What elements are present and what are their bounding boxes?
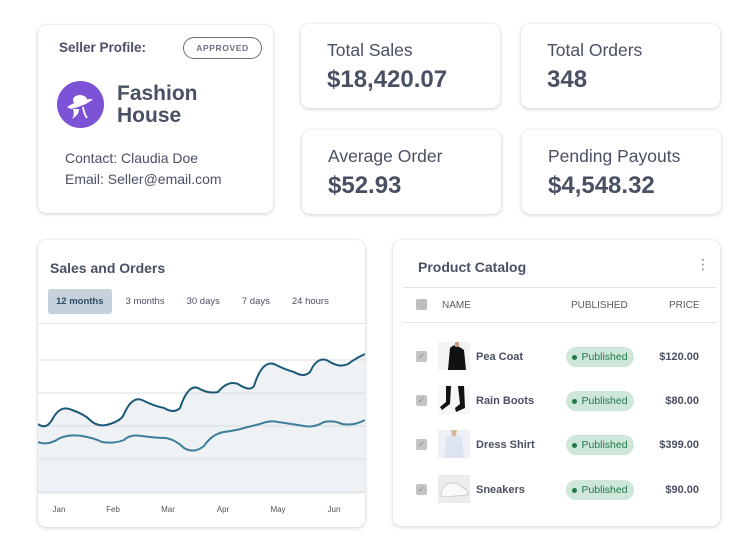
tab-3-months[interactable]: 3 months (125, 296, 165, 307)
chart-title: Sales and Orders (50, 260, 166, 276)
table-row[interactable]: ✓ Rain Boots Published $80.00 (393, 384, 720, 420)
line-chart-plot (38, 353, 365, 494)
stat-card-total-sales: Total Sales $18,420.07 (301, 24, 500, 108)
table-row[interactable]: ✓ Pea Coat Published $120.00 (393, 340, 720, 376)
row-checkbox[interactable]: ✓ (416, 484, 427, 495)
seller-logo-avatar (57, 81, 104, 128)
row-checkbox[interactable]: ✓ (416, 439, 427, 450)
status-badge: Published (566, 480, 634, 500)
orders-line (38, 419, 365, 452)
stat-card-total-orders: Total Orders 348 (521, 24, 720, 108)
seller-shop-name: Fashion House (117, 82, 198, 127)
stat-card-average-order: Average Order $52.93 (302, 130, 501, 214)
chart-divider (38, 323, 365, 324)
select-all-checkbox[interactable] (416, 299, 427, 310)
seller-contact-info: Contact: Claudia Doe Email: Seller@email… (65, 148, 222, 190)
table-row[interactable]: ✓ Sneakers Published $90.00 (393, 473, 720, 509)
status-badge: Published (566, 347, 634, 367)
catalog-title: Product Catalog (418, 259, 527, 275)
column-header-published[interactable]: PUBLISHED (571, 300, 628, 311)
column-header-price[interactable]: PRICE (669, 300, 700, 311)
sales-orders-chart-card: Sales and Orders 12 months 3 months 30 d… (38, 240, 365, 527)
seller-email: Email: Seller@email.com (65, 171, 222, 187)
time-range-tabs: 12 months 3 months 30 days 7 days 24 hou… (48, 289, 343, 314)
status-badge: Published (566, 435, 634, 455)
kebab-menu-icon[interactable]: ⋮ (696, 256, 710, 272)
wide-brim-hat-woman-icon (67, 95, 93, 119)
row-checkbox[interactable]: ✓ (416, 351, 427, 362)
product-thumbnail-sneakers (438, 475, 470, 503)
product-thumbnail-dress-shirt (438, 430, 470, 458)
catalog-divider (403, 287, 716, 288)
approval-status-badge: APPROVED (183, 37, 262, 59)
column-header-name[interactable]: NAME (442, 300, 471, 311)
seller-contact: Contact: Claudia Doe (65, 150, 199, 166)
status-badge: Published (566, 391, 634, 411)
tab-30-days[interactable]: 30 days (186, 296, 220, 307)
product-thumbnail-rain-boots (438, 386, 470, 414)
seller-profile-label: Seller Profile: (59, 40, 147, 55)
header-divider (403, 322, 716, 323)
product-catalog-card: Product Catalog ⋮ NAME PUBLISHED PRICE ✓… (393, 240, 720, 526)
row-checkbox[interactable]: ✓ (416, 395, 427, 406)
tab-12-months[interactable]: 12 months (48, 289, 112, 314)
sales-line (38, 353, 365, 428)
tab-24-hours[interactable]: 24 hours (291, 296, 329, 307)
stat-card-pending-payouts: Pending Payouts $4,548.32 (522, 130, 721, 214)
product-thumbnail-pea-coat (438, 342, 470, 370)
tab-7-days[interactable]: 7 days (241, 296, 270, 307)
table-row[interactable]: ✓ Dress Shirt Published $399.00 (393, 428, 720, 464)
x-axis-labels: Jan Feb Mar Apr May Jun (52, 505, 341, 514)
seller-profile-card: Seller Profile: APPROVED Fashion House C… (38, 25, 273, 213)
